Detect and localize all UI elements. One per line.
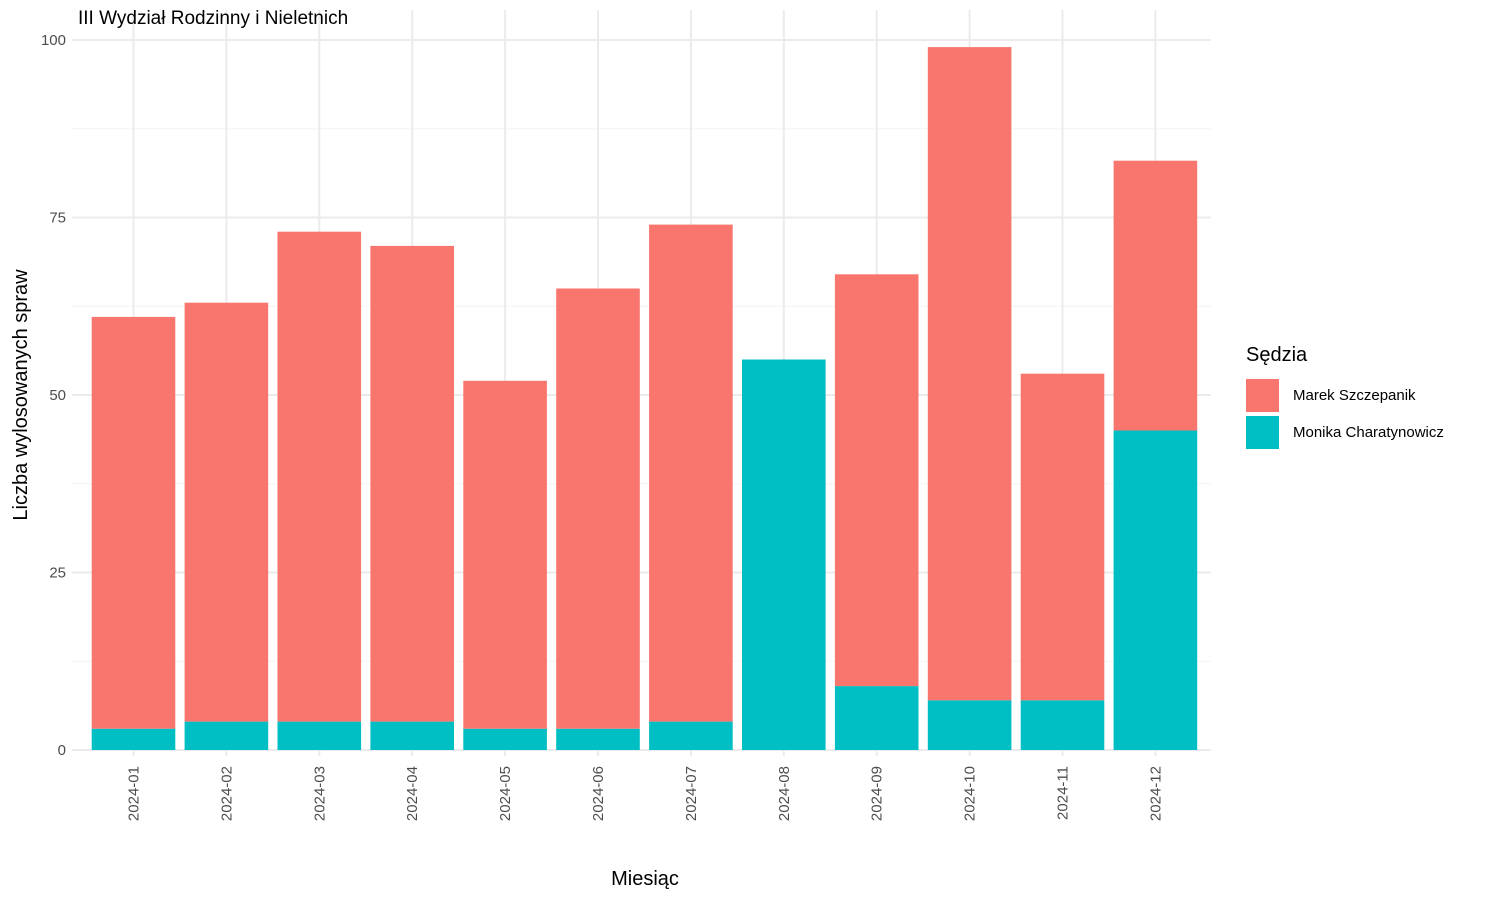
bar-2024-09-marek-szczepanik [834, 274, 919, 687]
bar-2024-02-monika-charatynowicz [184, 721, 269, 750]
bar-2024-06-monika-charatynowicz [556, 728, 640, 750]
y-tick-label: 0 [58, 742, 66, 759]
bar-2024-01-marek-szczepanik [91, 316, 176, 729]
legend: Sędzia Marek Szczepanik Monika Charatynow… [1246, 344, 1444, 451]
bar-2024-07-monika-charatynowicz [649, 721, 733, 750]
x-tick-label: 2024-12 [1147, 766, 1164, 821]
bar-2024-07-marek-szczepanik [649, 224, 733, 722]
x-tick-label: 2024-11 [1055, 766, 1072, 820]
x-tick-label: 2024-06 [590, 766, 607, 821]
bar-2024-03-monika-charatynowicz [277, 721, 362, 750]
bar-2024-06-marek-szczepanik [556, 288, 640, 729]
bar-2024-10-marek-szczepanik [927, 47, 1012, 701]
bar-2024-10-monika-charatynowicz [927, 700, 1012, 750]
bar-2024-11-monika-charatynowicz [1020, 700, 1105, 750]
bar-2024-05-marek-szczepanik [463, 380, 547, 729]
y-tick-label: 75 [49, 210, 66, 227]
legend-key [1246, 379, 1279, 412]
bar-2024-04-marek-szczepanik [370, 245, 454, 722]
x-tick-label: 2024-05 [497, 766, 514, 821]
bar-2024-02-marek-szczepanik [184, 302, 269, 722]
x-tick-label: 2024-09 [869, 766, 886, 821]
y-tick-label: 25 [49, 565, 66, 582]
legend-item: Marek Szczepanik [1246, 377, 1444, 414]
legend-label: Monika Charatynowicz [1293, 424, 1444, 441]
legend-key [1246, 416, 1279, 449]
bar-2024-12-monika-charatynowicz [1113, 430, 1198, 750]
bar-2024-09-monika-charatynowicz [834, 686, 919, 750]
y-tick-label: 100 [41, 32, 66, 49]
x-tick-label: 2024-04 [404, 766, 421, 821]
bar-2024-11-marek-szczepanik [1020, 373, 1105, 701]
y-axis-ticks: 0 25 50 75 100 [41, 32, 66, 759]
x-tick-label: 2024-10 [962, 766, 979, 821]
bar-2024-05-monika-charatynowicz [463, 728, 547, 750]
x-axis-ticks: 2024-01 2024-02 2024-03 2024-04 2024-05 2024-… [126, 766, 1165, 821]
x-tick-label: 2024-01 [126, 766, 143, 821]
bar-2024-04-monika-charatynowicz [370, 721, 454, 750]
x-tick-label: 2024-07 [683, 766, 700, 821]
legend-label: Marek Szczepanik [1293, 387, 1416, 404]
bar-2024-01-monika-charatynowicz [91, 728, 176, 750]
bar-2024-08-monika-charatynowicz [742, 359, 826, 750]
x-tick-label: 2024-03 [311, 766, 328, 821]
legend-title: Sędzia [1246, 344, 1308, 366]
bars-group [91, 47, 1198, 750]
bar-2024-12-marek-szczepanik [1113, 160, 1198, 431]
x-tick-label: 2024-08 [776, 766, 793, 821]
legend-items: Marek Szczepanik Monika Charatynowicz [1246, 377, 1444, 451]
y-axis-title: Liczba wylosowanych spraw [10, 269, 32, 521]
x-axis-title: Miesiąc [611, 868, 679, 890]
chart-title: III Wydział Rodzinny i Nieletnich [78, 8, 349, 29]
y-tick-label: 50 [49, 387, 66, 404]
bar-2024-03-marek-szczepanik [277, 231, 362, 722]
x-tick-label: 2024-02 [218, 766, 235, 821]
legend-item: Monika Charatynowicz [1246, 414, 1444, 451]
